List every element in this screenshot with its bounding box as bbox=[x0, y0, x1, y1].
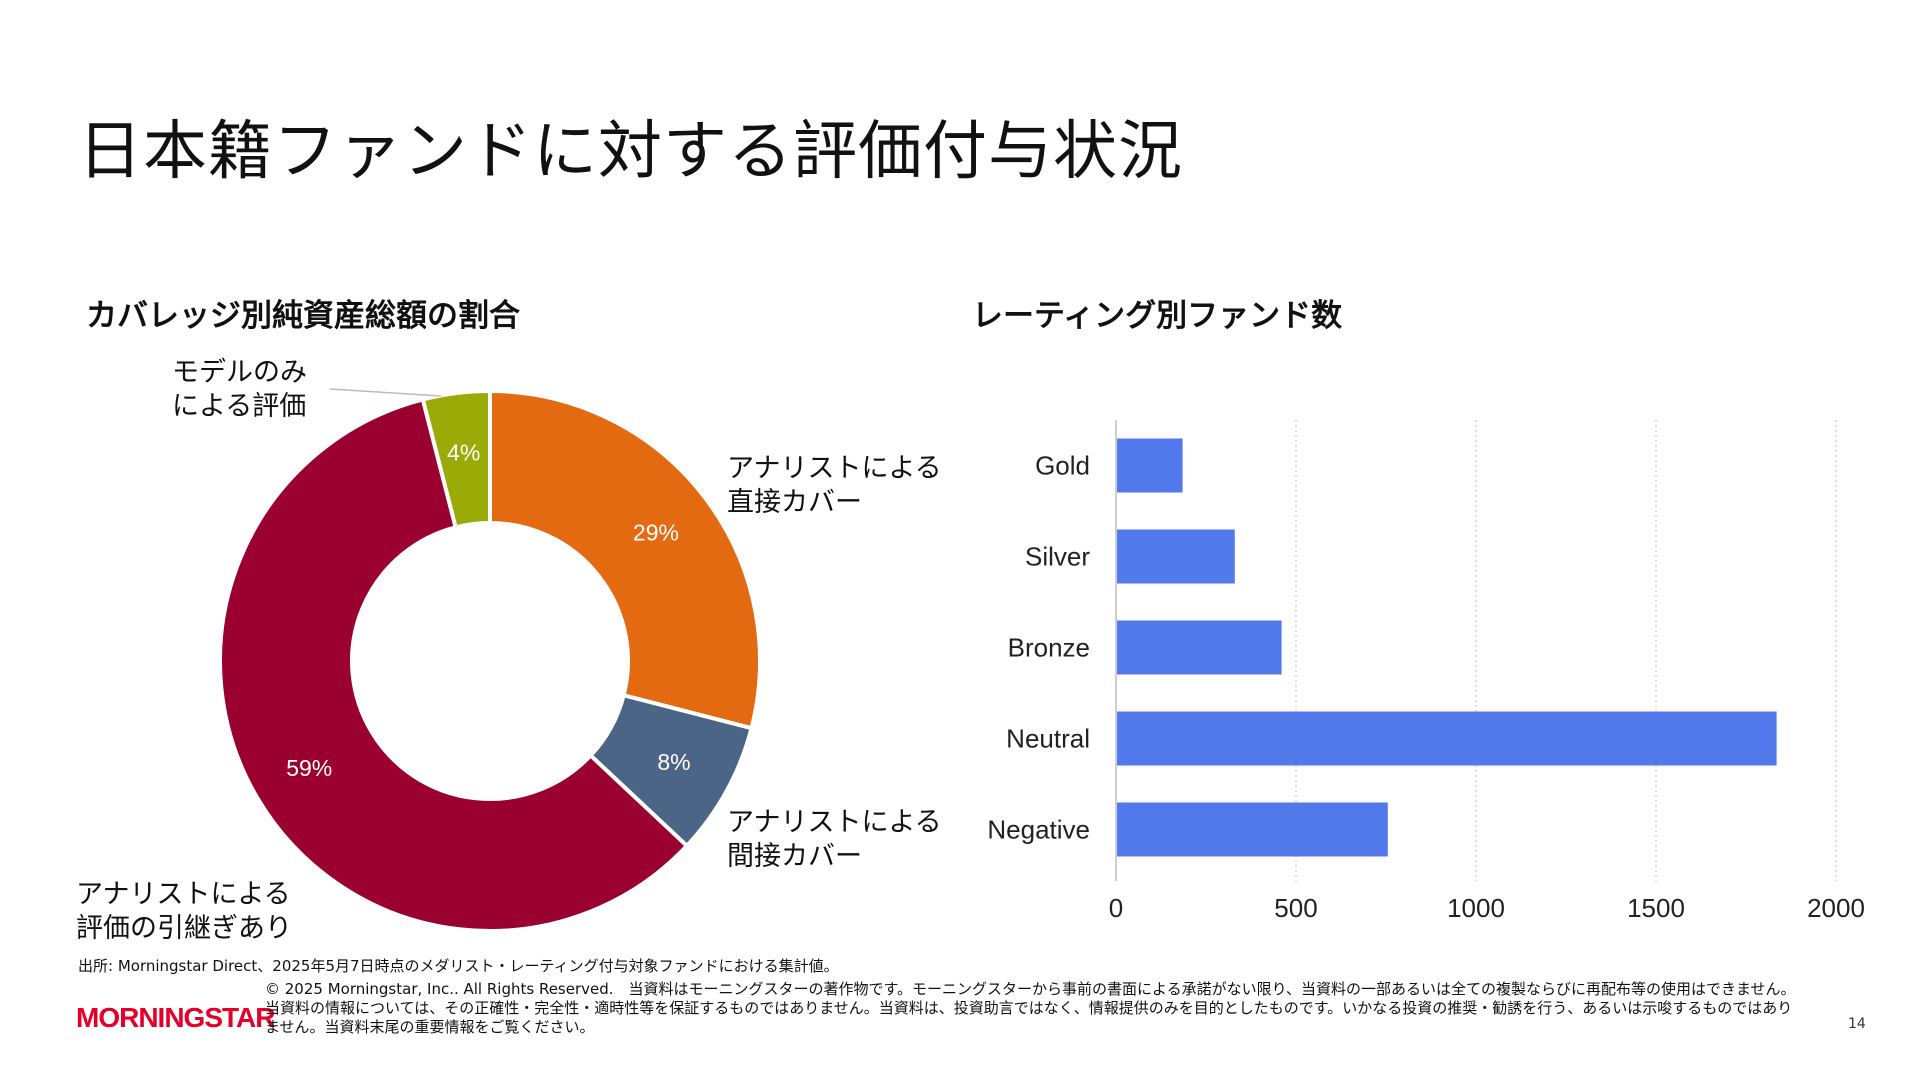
bar-silver bbox=[1117, 529, 1235, 584]
y-tick-label-neutral: Neutral bbox=[1006, 724, 1090, 754]
morningstar-logo: MORNINGSTAR bbox=[76, 1002, 275, 1033]
donut-chart-title: カバレッジ別純資産総額の割合 bbox=[86, 298, 520, 334]
donut-value-label-direct: 29% bbox=[633, 519, 679, 545]
x-tick-label-0: 0 bbox=[1109, 893, 1123, 923]
bar-bronze bbox=[1117, 620, 1282, 675]
donut-value-label-model-only: 4% bbox=[447, 440, 480, 466]
bar-chart: 0 500 1000 1500 2000 Gold Silver Bronze Neutral N… bbox=[987, 420, 1865, 923]
donut-label-inherited: アナリストによる 評価の引継ぎあり bbox=[76, 879, 292, 944]
leader-line-model-only bbox=[329, 388, 442, 397]
y-tick-label-negative: Negative bbox=[987, 815, 1090, 845]
x-tick-label-2000: 2000 bbox=[1807, 893, 1865, 923]
x-tick-label-1000: 1000 bbox=[1447, 893, 1505, 923]
donut-value-label-indirect: 8% bbox=[657, 749, 690, 775]
donut-chart: 29% 8% 59% 4% bbox=[218, 388, 762, 933]
bar-neutral bbox=[1117, 711, 1777, 766]
y-tick-label-gold: Gold bbox=[1035, 451, 1090, 481]
donut-value-label-inherited: 59% bbox=[286, 755, 332, 781]
donut-label-direct: アナリストによる 直接カバー bbox=[727, 453, 942, 518]
bar-negative bbox=[1117, 802, 1388, 857]
bar-chart-title: レーティング別ファンド数 bbox=[972, 298, 1343, 334]
x-tick-label-500: 500 bbox=[1274, 893, 1317, 923]
page-title: 日本籍ファンドに対する評価付与状況 bbox=[78, 115, 1183, 189]
donut-slice-direct bbox=[488, 388, 762, 731]
y-tick-label-bronze: Bronze bbox=[1008, 633, 1090, 663]
donut-slice-inherited bbox=[218, 397, 690, 933]
donut-label-indirect: アナリストによる 間接カバー bbox=[727, 807, 942, 872]
source-note: 出所: Morningstar Direct、2025年5月7日時点のメダリスト… bbox=[78, 957, 839, 975]
bar-gold bbox=[1117, 438, 1183, 493]
y-tick-label-silver: Silver bbox=[1025, 542, 1090, 572]
donut-label-model-only: モデルのみ による評価 bbox=[172, 357, 307, 422]
donut-slice-model-only bbox=[420, 388, 492, 530]
copyright-notice: © 2025 Morningstar, Inc.. All Rights Res… bbox=[265, 980, 1796, 1036]
page-number: 14 bbox=[1848, 1016, 1866, 1032]
x-tick-label-1500: 1500 bbox=[1627, 893, 1685, 923]
